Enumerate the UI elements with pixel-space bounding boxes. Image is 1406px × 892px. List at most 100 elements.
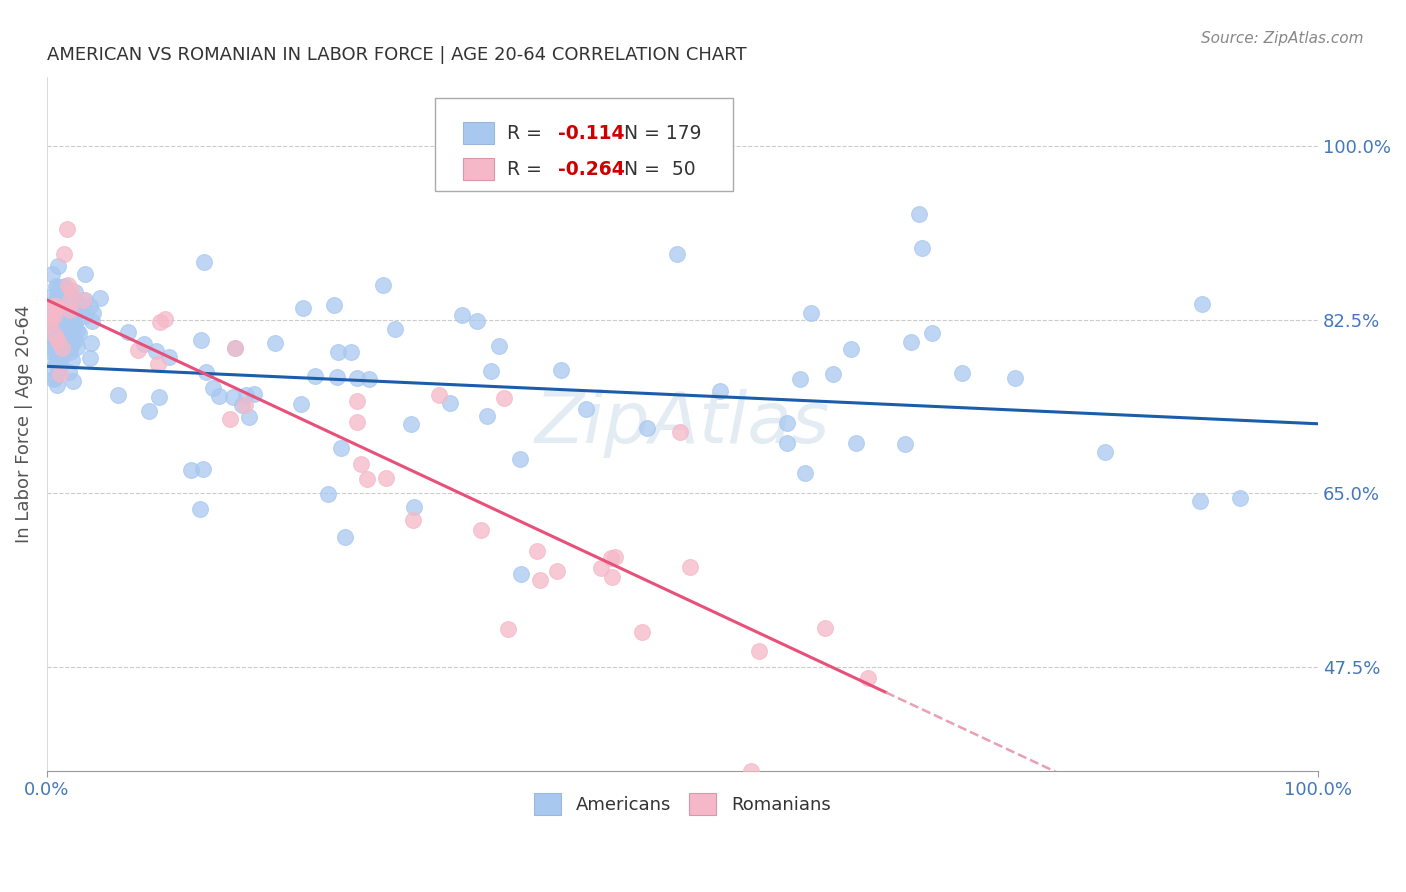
- Point: [42, 303, 65, 318]
- Point: [56, 311, 79, 326]
- Point: [46, 353, 69, 368]
- Point: [58, 365, 80, 379]
- Point: [49, 326, 72, 340]
- Point: [41, 306, 63, 320]
- Point: [79, 351, 101, 366]
- Point: [42, 321, 65, 335]
- Point: [73, 293, 96, 308]
- Point: [858, 671, 880, 685]
- Point: [190, 502, 212, 516]
- Point: [235, 388, 257, 402]
- Point: [427, 388, 450, 402]
- Point: [304, 369, 326, 384]
- Point: [62, 336, 84, 351]
- Point: [41, 372, 63, 386]
- Point: [55, 333, 77, 347]
- Point: [56, 308, 79, 322]
- Point: [911, 241, 934, 255]
- Point: [326, 370, 349, 384]
- Point: [48, 296, 70, 310]
- Point: [1229, 491, 1251, 505]
- Point: [67, 326, 90, 340]
- Point: [740, 764, 762, 778]
- Point: [66, 324, 89, 338]
- Text: R =: R =: [508, 124, 541, 143]
- Point: [53, 317, 76, 331]
- Point: [900, 334, 922, 349]
- Point: [145, 344, 167, 359]
- Point: [224, 341, 246, 355]
- Point: [349, 457, 371, 471]
- Point: [600, 551, 623, 566]
- Point: [526, 543, 548, 558]
- Point: [45, 289, 67, 303]
- Point: [921, 326, 943, 340]
- Legend: Americans, Romanians: Americans, Romanians: [526, 784, 839, 824]
- Point: [89, 292, 111, 306]
- Point: [451, 308, 474, 322]
- Point: [45, 279, 67, 293]
- Point: [117, 325, 139, 339]
- Point: [48, 357, 70, 371]
- Point: [44, 371, 66, 385]
- Point: [48, 321, 70, 335]
- Point: [48, 310, 70, 324]
- Point: [494, 391, 516, 405]
- Point: [666, 246, 689, 260]
- Point: [498, 622, 520, 636]
- Point: [75, 309, 97, 323]
- Point: [45, 338, 67, 352]
- Point: [789, 372, 811, 386]
- Point: [709, 384, 731, 398]
- Point: [58, 342, 80, 356]
- Text: ZipAtlas: ZipAtlas: [534, 389, 830, 458]
- Point: [46, 311, 69, 326]
- Point: [59, 329, 82, 343]
- Point: [356, 472, 378, 486]
- Point: [46, 319, 69, 334]
- Point: [488, 339, 510, 353]
- Point: [51, 341, 73, 355]
- Point: [80, 335, 103, 350]
- Point: [63, 312, 86, 326]
- Point: [49, 305, 72, 319]
- Point: [775, 435, 797, 450]
- Point: [59, 330, 82, 344]
- Point: [45, 293, 67, 308]
- Point: [800, 306, 823, 320]
- Point: [191, 462, 214, 476]
- Point: [63, 293, 86, 308]
- Point: [51, 280, 73, 294]
- Point: [107, 388, 129, 402]
- Point: [600, 570, 623, 584]
- Point: [39, 326, 62, 340]
- Text: N =  50: N = 50: [624, 160, 696, 178]
- Point: [231, 398, 253, 412]
- Text: AMERICAN VS ROMANIAN IN LABOR FORCE | AGE 20-64 CORRELATION CHART: AMERICAN VS ROMANIAN IN LABOR FORCE | AG…: [46, 46, 747, 64]
- Point: [575, 402, 598, 417]
- Point: [470, 523, 492, 537]
- Point: [65, 303, 87, 318]
- Point: [148, 390, 170, 404]
- Point: [60, 353, 83, 368]
- Point: [1189, 494, 1212, 508]
- Point: [52, 296, 75, 310]
- Point: [821, 367, 844, 381]
- Point: [45, 318, 67, 332]
- Point: [67, 298, 90, 312]
- Point: [323, 298, 346, 312]
- Point: [41, 303, 63, 318]
- Point: [38, 290, 60, 304]
- Point: [195, 365, 218, 379]
- Point: [402, 513, 425, 527]
- Point: [208, 389, 231, 403]
- Point: [475, 409, 498, 423]
- Point: [45, 321, 67, 335]
- Point: [41, 345, 63, 359]
- Point: [56, 320, 79, 334]
- Point: [59, 313, 82, 327]
- Point: [49, 282, 72, 296]
- Point: [149, 315, 172, 329]
- Point: [546, 565, 568, 579]
- Point: [45, 298, 67, 312]
